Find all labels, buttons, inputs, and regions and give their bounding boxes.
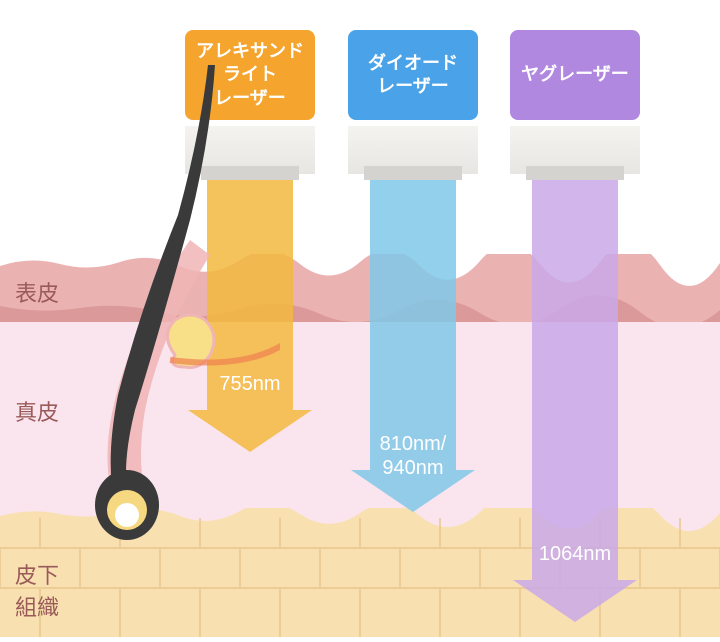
label-subcutaneous: 皮下 組織 (15, 558, 59, 622)
laser-box-2: ヤグレーザー (510, 30, 640, 120)
laser-emitter-tip-2 (526, 166, 624, 180)
wavelength-label-2: 1064nm (510, 542, 640, 566)
wavelength-label-1: 810nm/ 940nm (348, 432, 478, 480)
laser-emitter-tip-1 (364, 166, 462, 180)
hair-follicle (60, 60, 260, 560)
laser-box-1: ダイオード レーザー (348, 30, 478, 120)
label-dermis: 真皮 (15, 395, 59, 427)
label-epidermis: 表皮 (15, 276, 59, 308)
